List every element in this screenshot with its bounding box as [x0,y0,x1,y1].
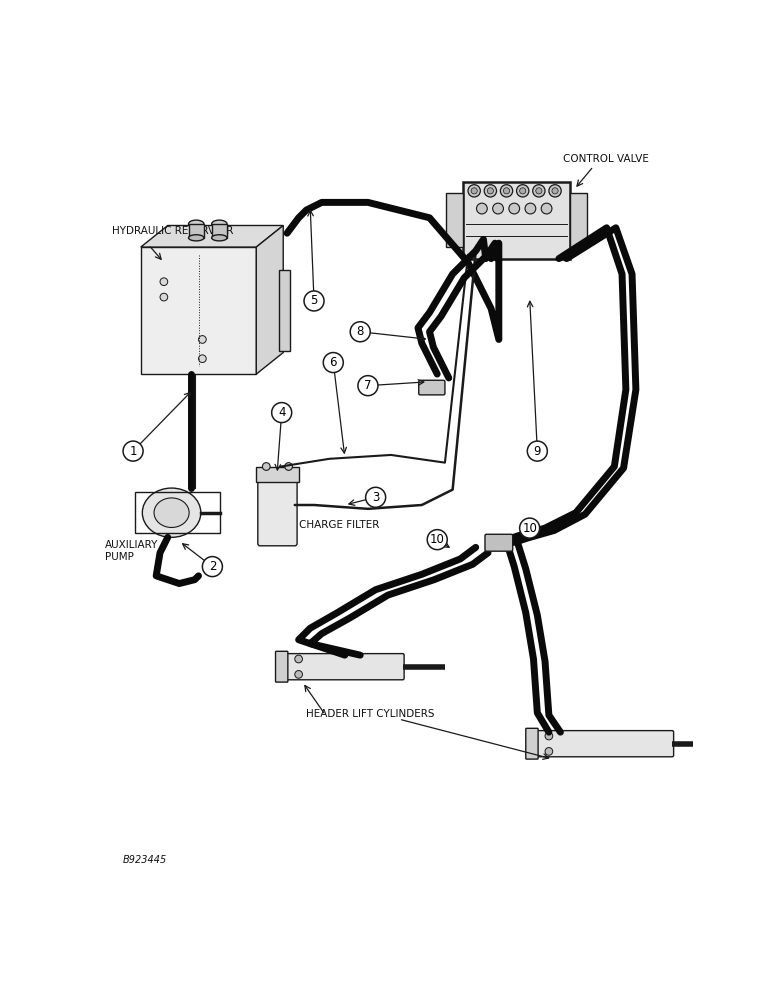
FancyBboxPatch shape [526,728,538,759]
Circle shape [545,732,553,740]
Text: HYDRAULIC RESERVOIR: HYDRAULIC RESERVOIR [112,226,234,236]
Circle shape [304,291,324,311]
Circle shape [198,355,206,363]
Text: AUXILIARY
PUMP: AUXILIARY PUMP [104,540,158,562]
Circle shape [484,185,496,197]
Text: 4: 4 [278,406,286,419]
Ellipse shape [212,235,227,241]
Circle shape [468,185,480,197]
Circle shape [487,188,493,194]
Circle shape [520,188,526,194]
Circle shape [285,463,293,470]
Circle shape [493,203,503,214]
Circle shape [427,530,447,550]
FancyBboxPatch shape [279,270,290,351]
Text: 1: 1 [130,445,137,458]
Text: 10: 10 [522,522,537,535]
Circle shape [476,203,487,214]
FancyBboxPatch shape [256,466,300,482]
Ellipse shape [142,488,201,537]
Text: 2: 2 [208,560,216,573]
FancyBboxPatch shape [536,731,674,757]
Circle shape [295,671,303,678]
Circle shape [160,293,168,301]
Circle shape [527,441,547,461]
Polygon shape [141,225,283,247]
FancyBboxPatch shape [485,534,513,551]
Circle shape [350,322,371,342]
Ellipse shape [212,220,227,228]
Circle shape [545,748,553,755]
Ellipse shape [188,235,204,241]
FancyBboxPatch shape [418,380,445,395]
FancyBboxPatch shape [286,654,404,680]
FancyBboxPatch shape [445,193,462,247]
Text: 7: 7 [364,379,371,392]
Text: HEADER LIFT CYLINDERS: HEADER LIFT CYLINDERS [306,709,435,719]
Circle shape [323,353,344,373]
Text: CHARGE FILTER: CHARGE FILTER [299,520,379,530]
Circle shape [541,203,552,214]
Text: 8: 8 [357,325,364,338]
Circle shape [503,188,510,194]
Circle shape [123,441,143,461]
Circle shape [516,185,529,197]
Ellipse shape [188,220,204,228]
Circle shape [366,487,386,507]
FancyBboxPatch shape [188,224,204,238]
Circle shape [536,188,542,194]
Text: 5: 5 [310,294,318,307]
Circle shape [160,278,168,286]
Circle shape [471,188,477,194]
Text: 10: 10 [430,533,445,546]
FancyBboxPatch shape [462,182,571,259]
Circle shape [509,203,520,214]
Circle shape [295,655,303,663]
Circle shape [549,185,561,197]
Circle shape [358,376,378,396]
Circle shape [552,188,558,194]
Circle shape [262,463,270,470]
FancyBboxPatch shape [276,651,288,682]
Circle shape [198,336,206,343]
FancyBboxPatch shape [571,193,587,247]
Text: CONTROL VALVE: CONTROL VALVE [563,154,648,164]
Circle shape [500,185,513,197]
Circle shape [272,403,292,423]
Circle shape [533,185,545,197]
Text: 9: 9 [533,445,541,458]
Ellipse shape [154,498,189,527]
Text: 6: 6 [330,356,337,369]
Circle shape [520,518,540,538]
Circle shape [525,203,536,214]
FancyBboxPatch shape [212,224,227,238]
FancyBboxPatch shape [141,247,256,374]
Circle shape [202,557,222,577]
Text: 3: 3 [372,491,379,504]
Polygon shape [256,225,283,374]
FancyBboxPatch shape [258,476,297,546]
Text: B923445: B923445 [123,855,168,865]
